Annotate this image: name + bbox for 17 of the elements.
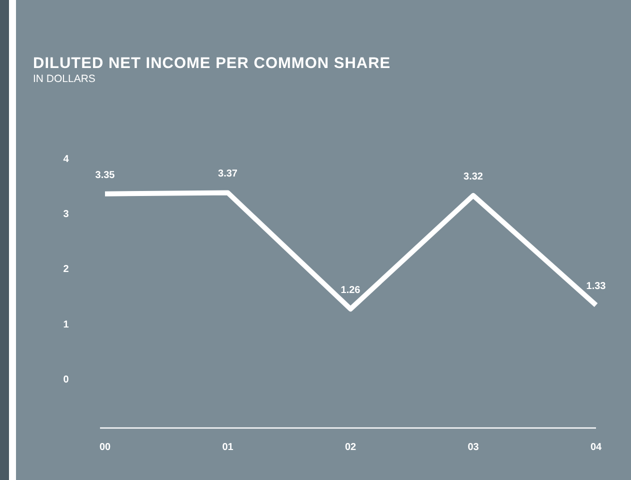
data-label: 1.33 [586,281,606,292]
x-tick-label: 03 [468,442,480,453]
data-label: 3.32 [464,171,484,182]
data-label: 3.35 [95,170,116,181]
y-tick-label: 3 [63,209,70,220]
y-tick-label: 2 [63,264,70,276]
x-tick-label: 04 [590,442,602,453]
y-tick-label: 4 [63,154,70,165]
x-tick-label: 02 [344,442,356,453]
data-label: 3.37 [218,168,238,180]
x-tick-label: 01 [222,442,234,453]
chart-subtitle: IN DOLLARS [33,73,96,85]
y-tick-label: 0 [63,374,70,386]
chart-title: DILUTED NET INCOME PER COMMON SHARE [33,55,391,72]
x-tick-label: 00 [99,442,111,453]
y-tick-label: 1 [63,319,70,330]
data-label: 1.26 [340,284,361,296]
